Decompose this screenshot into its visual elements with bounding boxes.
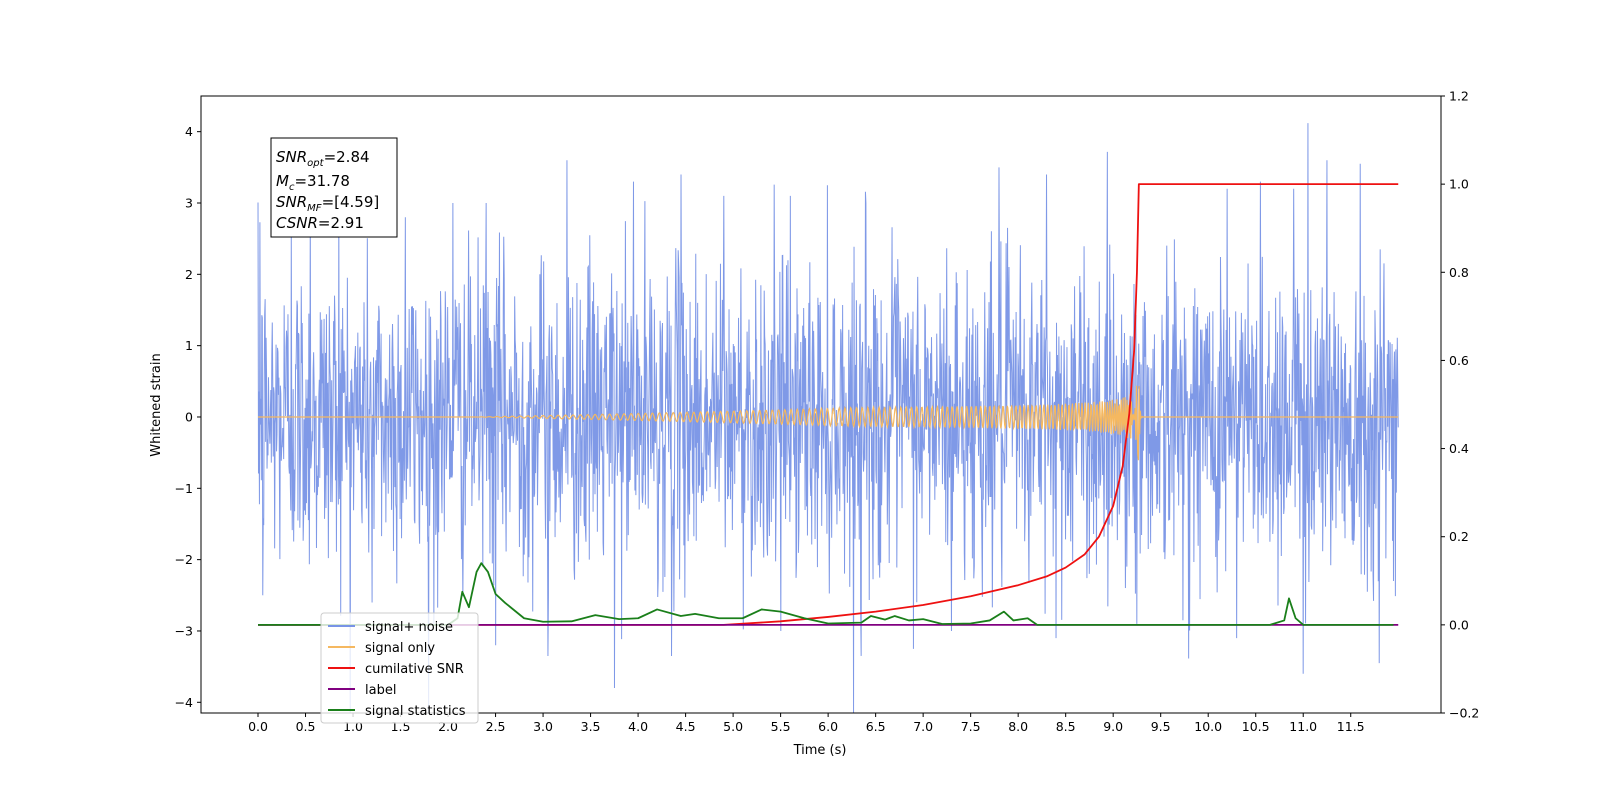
y2-tick-label: 0.0 [1449,617,1469,632]
y-tick-label: −4 [175,695,193,710]
x-tick-label: 4.0 [628,719,648,734]
y2-axis-ticks: −0.2 0.0 0.2 0.4 0.6 0.8 1.0 1.2 [1441,89,1479,721]
y-tick-label: 2 [185,267,193,282]
legend-label-signal-noise: signal+ noise [365,620,453,635]
x-tick-label: 0.5 [296,719,316,734]
y2-tick-label: −0.2 [1449,706,1479,721]
y-axis-label: Whitened strain [149,353,164,456]
y-tick-label: −3 [175,623,193,638]
x-tick-label: 10.0 [1194,719,1222,734]
annotation-line-csnr: CSNR=2.91 [276,214,364,232]
x-axis-ticks: 0.0 0.5 1.0 1.5 2.0 2.5 3.0 3.5 4.0 4.5 5.0 5.5 6.0 6… [248,713,1365,734]
x-tick-label: 2.5 [486,719,506,734]
x-tick-label: 5.0 [723,719,743,734]
x-tick-label: 6.5 [866,719,886,734]
annotation-box: SNRopt=2.84 Mc=31.78 SNRMF=[4.59] CSNR=2… [270,137,398,238]
y2-tick-label: 0.4 [1449,441,1469,456]
x-tick-label: 7.5 [961,719,981,734]
series-signal-only [258,385,1399,461]
x-tick-label: 9.5 [1151,719,1171,734]
x-tick-label: 8.0 [1008,719,1028,734]
x-tick-label: 0.0 [248,719,268,734]
y-tick-label: −1 [175,481,193,496]
annotation-line-snr-mf: SNRMF=[4.59] [276,193,379,214]
x-tick-label: 5.5 [771,719,791,734]
y2-tick-label: 0.8 [1449,265,1469,280]
legend-frame [320,612,479,724]
annotation-line-mc: Mc=31.78 [276,172,350,193]
legend-label-cumulative-snr: cumilative SNR [365,662,464,677]
plot-frame [200,95,1442,714]
legend-label-signal-statistics: signal statistics [365,704,466,719]
series-signal-statistics [258,562,1394,626]
y2-tick-label: 1.0 [1449,177,1469,192]
y2-tick-label: 0.2 [1449,529,1469,544]
y-tick-label: −2 [175,552,193,567]
x-tick-label: 7.0 [913,719,933,734]
series-signal-noise [257,123,1399,713]
series-cumilative-snr [258,183,1399,626]
x-tick-label: 3.5 [581,719,601,734]
legend-label-signal-only: signal only [365,641,435,656]
x-tick-label: 10.5 [1242,719,1270,734]
x-axis-label: Time (s) [793,743,847,758]
legend: signal+ noise signal only cumilative SNR… [320,612,479,724]
y2-tick-label: 0.6 [1449,353,1469,368]
x-tick-label: 8.5 [1056,719,1076,734]
y-axis-ticks: −4 −3 −2 −1 0 1 2 3 4 [175,124,201,710]
y-tick-label: 0 [185,409,193,424]
y-tick-label: 3 [185,195,193,210]
x-tick-label: 6.0 [818,719,838,734]
annotation-frame [270,137,398,238]
y2-tick-label: 1.2 [1449,89,1469,104]
x-tick-label: 9.0 [1103,719,1123,734]
annotation-line-snr-opt: SNRopt=2.84 [276,148,370,169]
x-tick-label: 3.0 [533,719,553,734]
x-tick-label: 11.0 [1289,719,1317,734]
y-tick-label: 4 [185,124,193,139]
x-tick-label: 4.5 [676,719,696,734]
x-tick-label: 11.5 [1337,719,1365,734]
y-tick-label: 1 [185,338,193,353]
legend-label-label: label [365,683,396,698]
